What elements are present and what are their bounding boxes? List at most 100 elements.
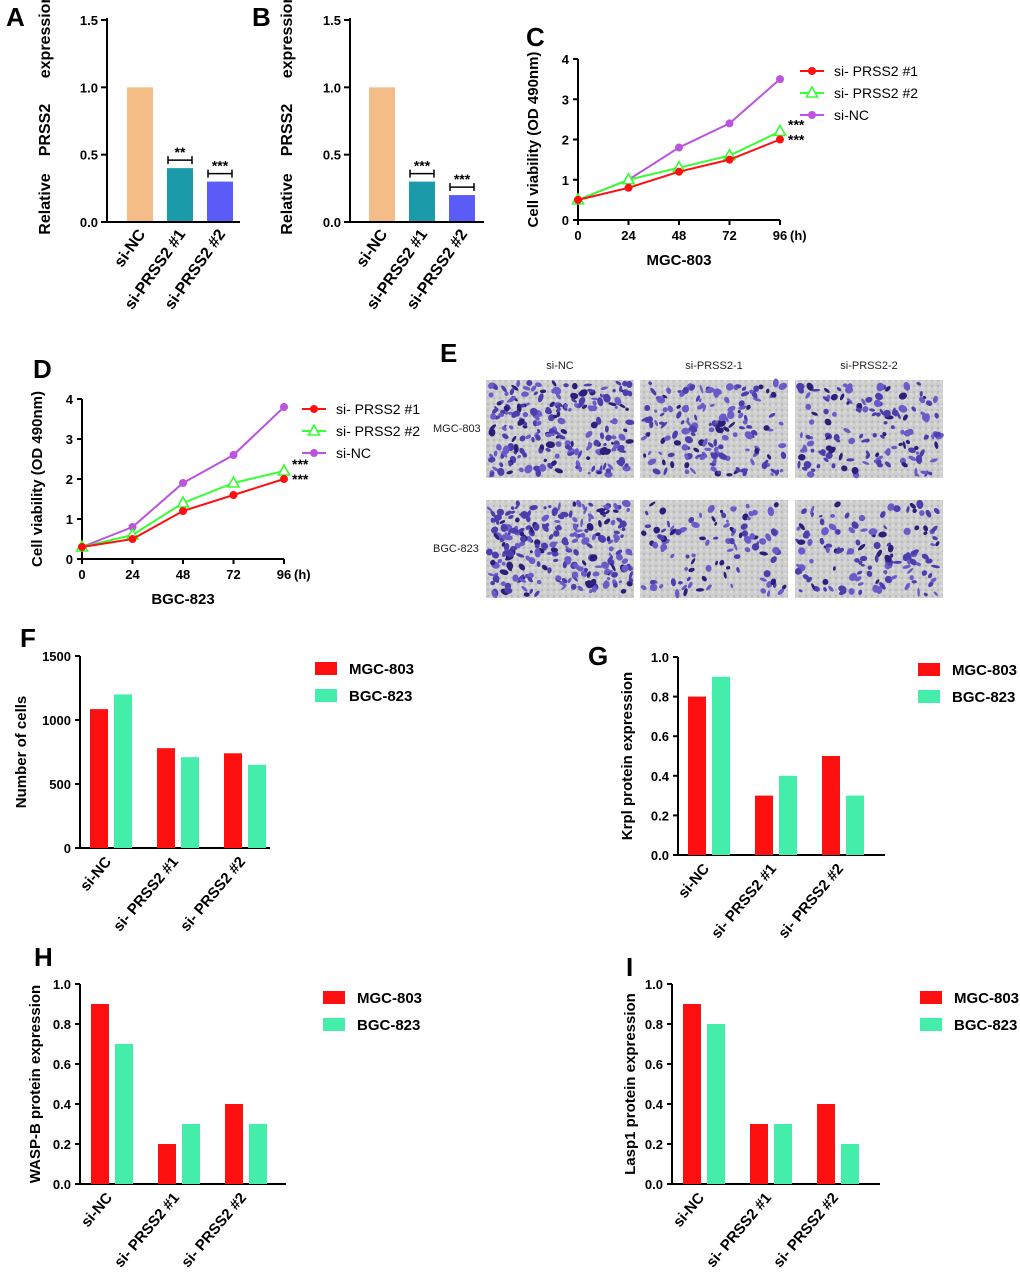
stained-cell <box>876 459 882 466</box>
stained-cell <box>552 414 558 419</box>
stained-cell <box>919 397 926 404</box>
stained-cell <box>503 534 513 541</box>
stained-cell <box>618 385 623 392</box>
stained-cell <box>919 391 923 397</box>
stained-cell <box>699 536 707 541</box>
stained-cell <box>830 393 838 401</box>
stained-cell <box>499 537 504 543</box>
stained-cell <box>593 439 600 447</box>
stained-cell <box>699 512 703 519</box>
stained-cell <box>526 536 533 543</box>
stained-cell <box>646 416 653 424</box>
stained-cell <box>694 414 698 421</box>
stained-cell <box>779 468 784 473</box>
bar <box>688 696 706 855</box>
stained-cell <box>581 560 587 566</box>
stained-cell <box>684 436 693 444</box>
significance-label: *** <box>292 471 309 487</box>
legend-label: si- PRSS2 #1 <box>336 401 420 417</box>
stained-cell <box>701 575 707 582</box>
stained-cell <box>745 448 750 452</box>
x-tick-label: si-NC <box>675 861 713 902</box>
stained-cell <box>594 565 604 568</box>
stained-cell <box>689 467 696 474</box>
stained-cell <box>834 501 841 508</box>
stained-cell <box>658 451 663 456</box>
bar <box>822 756 840 855</box>
stained-cell <box>875 455 883 462</box>
stained-cell <box>571 571 579 579</box>
stained-cell <box>590 421 598 429</box>
stained-cell <box>662 407 668 413</box>
stained-cell <box>511 435 517 443</box>
stained-cell <box>656 534 665 541</box>
stained-cell <box>825 546 830 554</box>
stained-cell <box>610 519 616 526</box>
data-point <box>776 135 784 144</box>
stained-cell <box>925 558 933 564</box>
stained-cell <box>573 548 579 556</box>
stained-cell <box>727 410 735 420</box>
stained-cell <box>873 541 881 550</box>
stained-cell <box>851 467 859 475</box>
stained-cell <box>869 408 876 412</box>
stained-cell <box>572 523 578 531</box>
stained-cell <box>595 416 602 425</box>
stained-cell <box>602 514 606 518</box>
stained-cell <box>535 420 542 426</box>
panel-letter: G <box>588 641 608 671</box>
bar <box>207 181 233 222</box>
stained-cell <box>591 465 596 472</box>
stained-cell <box>683 588 688 597</box>
bar <box>712 676 730 855</box>
stained-cell <box>618 433 626 441</box>
stained-cell <box>690 558 696 565</box>
micrograph <box>794 499 943 598</box>
stained-cell <box>884 461 891 468</box>
bar <box>157 748 175 848</box>
stained-cell <box>596 471 602 474</box>
stained-cell <box>622 465 631 472</box>
legend-label: MGC-803 <box>357 990 422 1007</box>
data-point <box>179 507 187 515</box>
significance-label: *** <box>454 171 471 187</box>
x-unit-label: (h) <box>790 228 807 243</box>
stained-cell <box>528 557 536 565</box>
stained-cell <box>846 458 855 462</box>
stained-cell <box>548 428 555 434</box>
data-point <box>675 167 683 176</box>
stained-cell <box>727 405 736 412</box>
y-tick-label: 1 <box>562 173 569 188</box>
stained-cell <box>763 425 770 431</box>
stained-cell <box>723 571 727 579</box>
stained-cell <box>909 502 916 509</box>
data-point <box>128 535 137 543</box>
bar <box>167 168 193 222</box>
stained-cell <box>534 431 540 437</box>
stained-cell <box>544 409 553 415</box>
stained-cell <box>846 548 853 555</box>
stained-cell <box>742 420 748 425</box>
stained-cell <box>707 504 715 513</box>
stained-cell <box>865 396 873 403</box>
stained-cell <box>772 546 780 554</box>
micrograph <box>640 378 788 478</box>
stained-cell <box>506 397 514 403</box>
stained-cell <box>750 458 755 466</box>
stained-cell <box>602 462 607 471</box>
stained-cell <box>670 461 675 469</box>
data-point <box>725 119 734 128</box>
stained-cell <box>858 589 863 595</box>
stained-cell <box>541 514 550 522</box>
stained-cell <box>934 441 939 450</box>
x-tick-label: 0 <box>78 567 85 582</box>
data-point <box>280 403 288 411</box>
stained-cell <box>560 429 568 434</box>
stained-cell <box>741 386 747 391</box>
stained-cell <box>890 575 898 580</box>
stained-cell <box>499 569 509 576</box>
stained-cell <box>836 387 842 392</box>
stained-cell <box>626 550 633 556</box>
stained-cell <box>934 412 939 419</box>
